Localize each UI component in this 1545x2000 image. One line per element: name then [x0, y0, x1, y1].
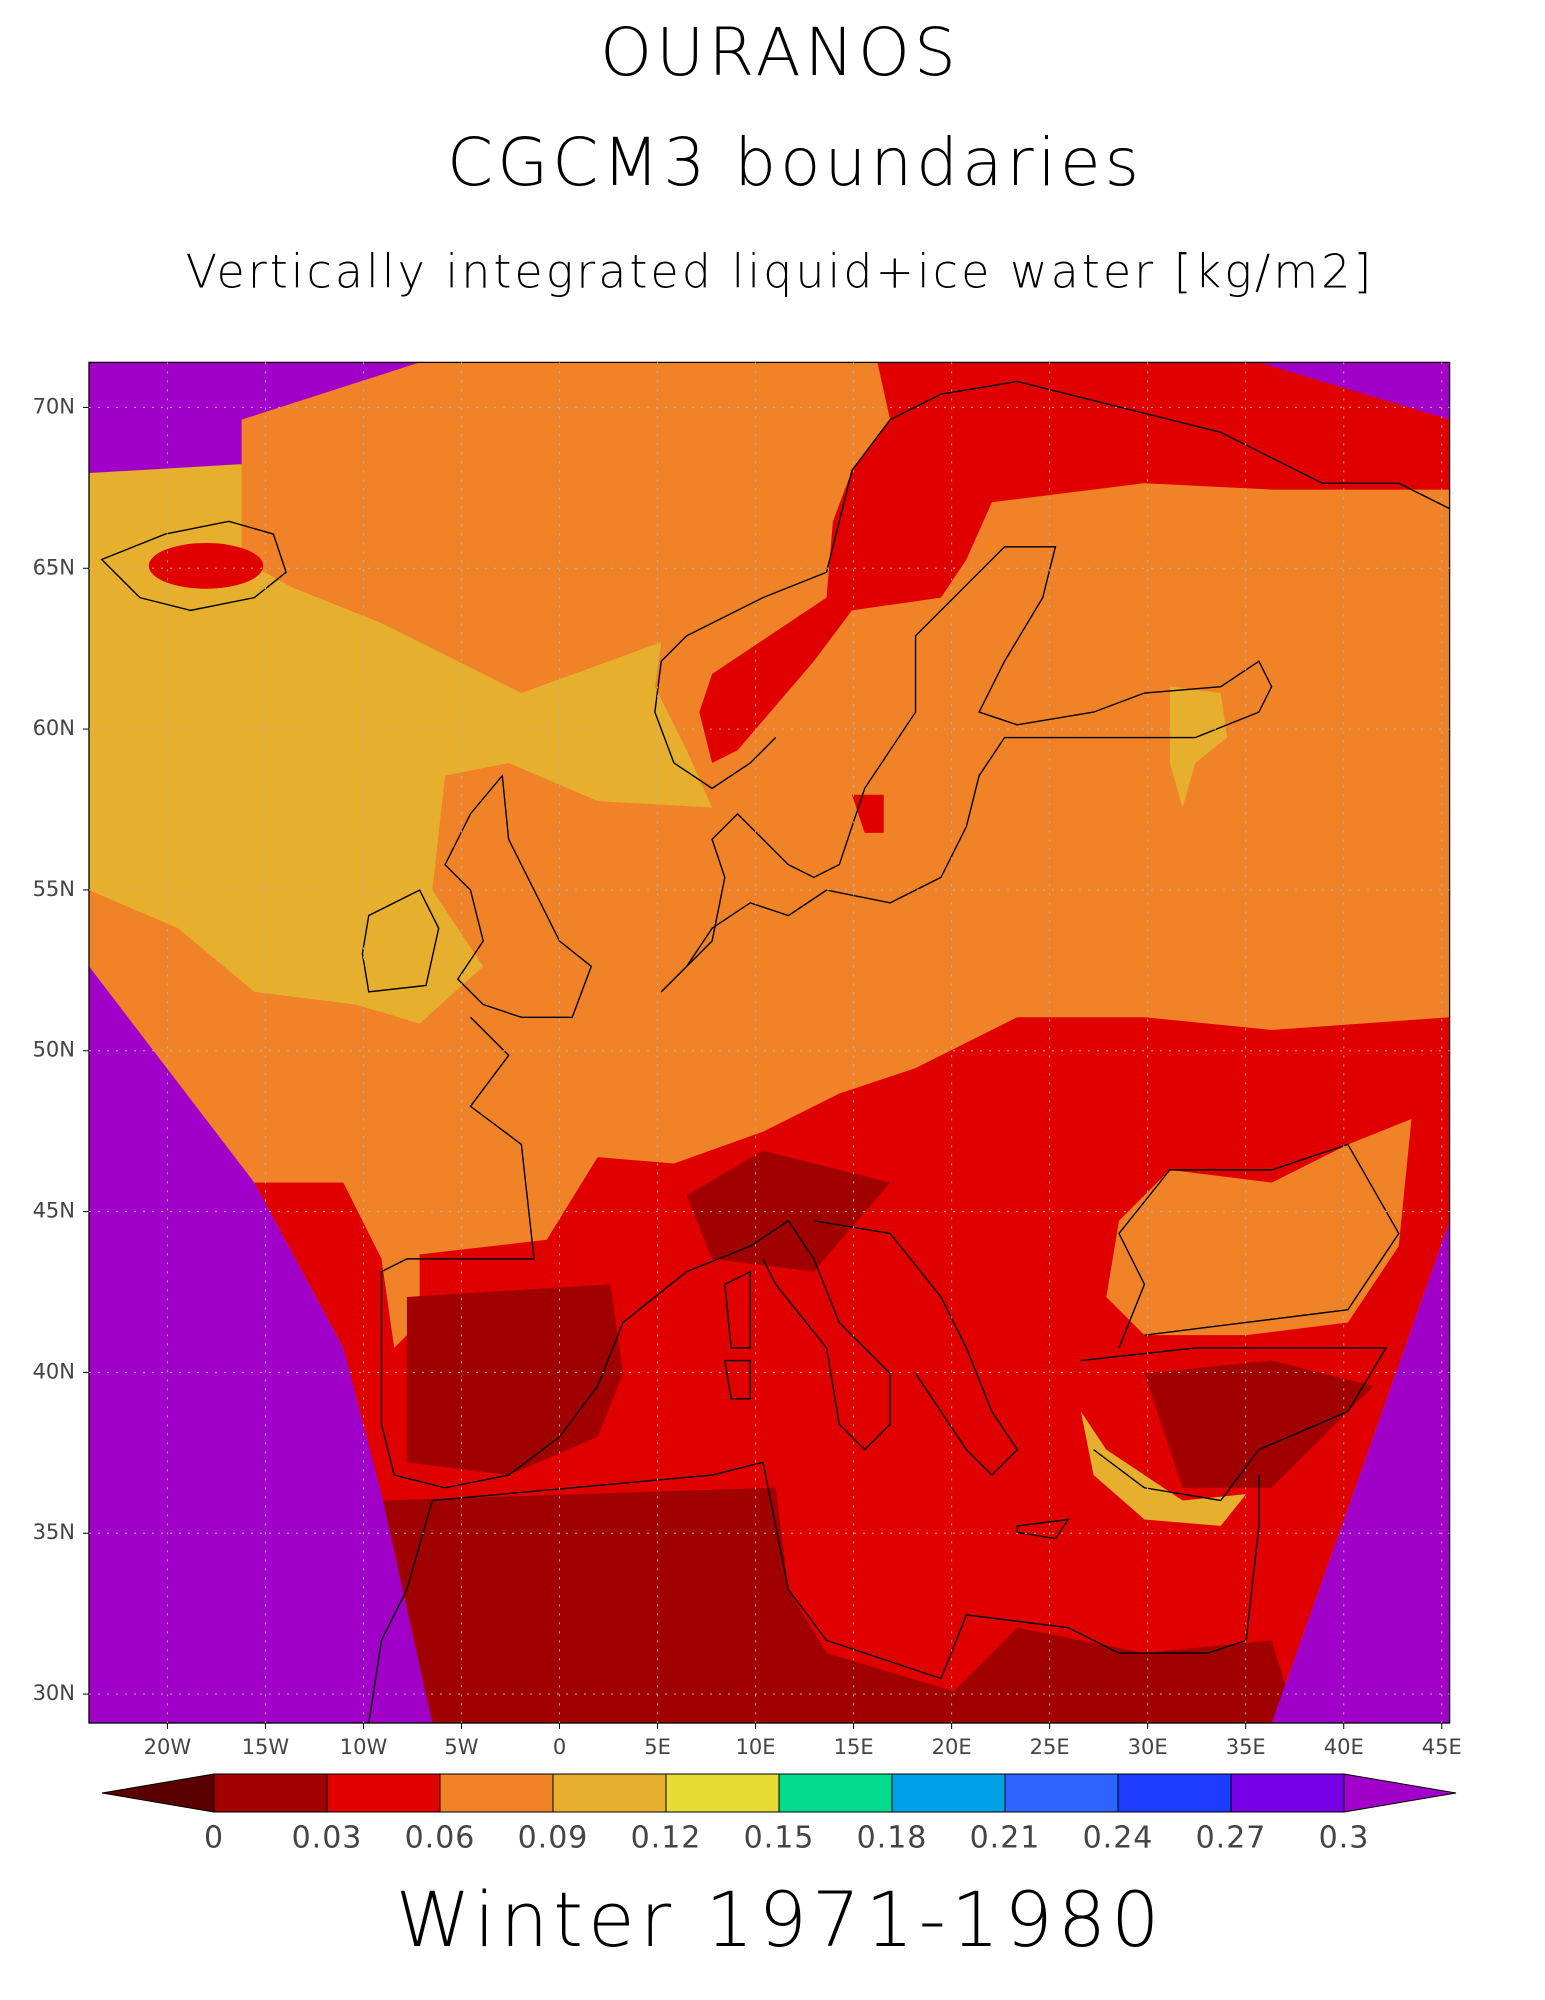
colorbar-box: [552, 1773, 667, 1813]
colorbar-box: [778, 1773, 893, 1813]
colorbar-box: [1117, 1773, 1232, 1813]
y-tick-label: 35N: [33, 1520, 75, 1544]
x-tick-label: 40E: [1324, 1735, 1364, 1759]
map-fields: [89, 362, 1450, 1723]
field-purple: [89, 966, 433, 1723]
coastline: [654, 661, 777, 790]
title: OURANOS: [600, 14, 960, 91]
coastline: [368, 1500, 434, 1723]
field-red: [148, 542, 264, 589]
x-tick-label: 10W: [340, 1735, 388, 1759]
coastline: [380, 1016, 891, 1489]
coastline: [444, 773, 593, 1018]
coastline: [100, 520, 287, 612]
coastline: [813, 1220, 1019, 1477]
caption: Winter 1971-1980: [396, 1875, 1165, 1964]
subtitle: CGCM3 boundaries: [447, 124, 1143, 201]
colorbar-box: [665, 1773, 780, 1813]
x-tick-label: 25E: [1030, 1735, 1070, 1759]
x-tick-label: 0: [553, 1735, 566, 1759]
y-tick-label: 55N: [33, 877, 75, 901]
colorbar-box: [1230, 1773, 1345, 1813]
map: [89, 362, 1450, 1723]
colorbar-label: 0.03: [292, 1821, 363, 1856]
field-yellow: [89, 464, 713, 1024]
x-tick-label: 45E: [1422, 1735, 1462, 1759]
colorbar-label: 0.18: [857, 1821, 928, 1856]
y-tick-label: 60N: [33, 716, 75, 740]
x-tick-label: 15W: [242, 1735, 290, 1759]
y-tick-label: 40N: [33, 1359, 75, 1383]
field-darkred: [686, 1150, 891, 1272]
colorbar-box: [326, 1773, 441, 1813]
colorbar-label: 0.06: [405, 1821, 476, 1856]
colorbar-box: [213, 1773, 328, 1813]
y-tick-label: 50N: [33, 1038, 75, 1062]
field-darkred: [406, 1284, 624, 1476]
y-tick-label: 30N: [33, 1681, 75, 1705]
colorbar-label: 0.3: [1319, 1821, 1370, 1856]
coastline: [1080, 1347, 1388, 1502]
coastline: [660, 546, 1273, 993]
colorbar-label: 0.21: [970, 1821, 1041, 1856]
field-darkred: [381, 1487, 1298, 1723]
y-tick-label: 70N: [33, 394, 75, 418]
coastline: [361, 889, 440, 993]
x-tick-label: 5E: [644, 1735, 671, 1759]
coastline: [432, 1461, 1260, 1680]
field-purple: [89, 362, 420, 474]
colorbar-label: 0.15: [744, 1821, 815, 1856]
y-tick-label: 45N: [33, 1199, 75, 1223]
coastline: [660, 380, 1450, 662]
plot-frame: [88, 361, 1451, 1724]
x-tick-label: 15E: [834, 1735, 874, 1759]
x-tick-label: 30E: [1128, 1735, 1168, 1759]
coastline: [723, 1270, 1070, 1540]
colorbar-label: 0.27: [1196, 1821, 1267, 1856]
field-red: [699, 362, 1450, 763]
x-tick-label: 5W: [444, 1735, 478, 1759]
field-purple: [1271, 1220, 1450, 1723]
colorbar-label: 0.09: [518, 1821, 589, 1856]
variable-title: Vertically integrated liquid+ice water […: [186, 245, 1375, 299]
colorbar-box: [1004, 1773, 1119, 1813]
x-tick-label: 35E: [1226, 1735, 1266, 1759]
colorbar-label: 0.24: [1083, 1821, 1154, 1856]
field-darkred: [1144, 1360, 1374, 1488]
field-orange: [1106, 1119, 1412, 1336]
colorbar-label: 0.12: [631, 1821, 702, 1856]
coastline: [1118, 1143, 1400, 1349]
y-tick-label: 65N: [33, 555, 75, 579]
colorbar-box: [439, 1773, 554, 1813]
colorbar-label: 0: [204, 1821, 224, 1856]
x-tick-label: 20E: [932, 1735, 972, 1759]
x-tick-label: 20W: [144, 1735, 192, 1759]
x-tick-label: 10E: [736, 1735, 776, 1759]
field-yellow: [1080, 1411, 1247, 1526]
colorbar-over: [1343, 1773, 1457, 1813]
colorbar-box: [891, 1773, 1006, 1813]
field-yellow: [1169, 686, 1228, 808]
colorbar-under: [101, 1773, 215, 1813]
